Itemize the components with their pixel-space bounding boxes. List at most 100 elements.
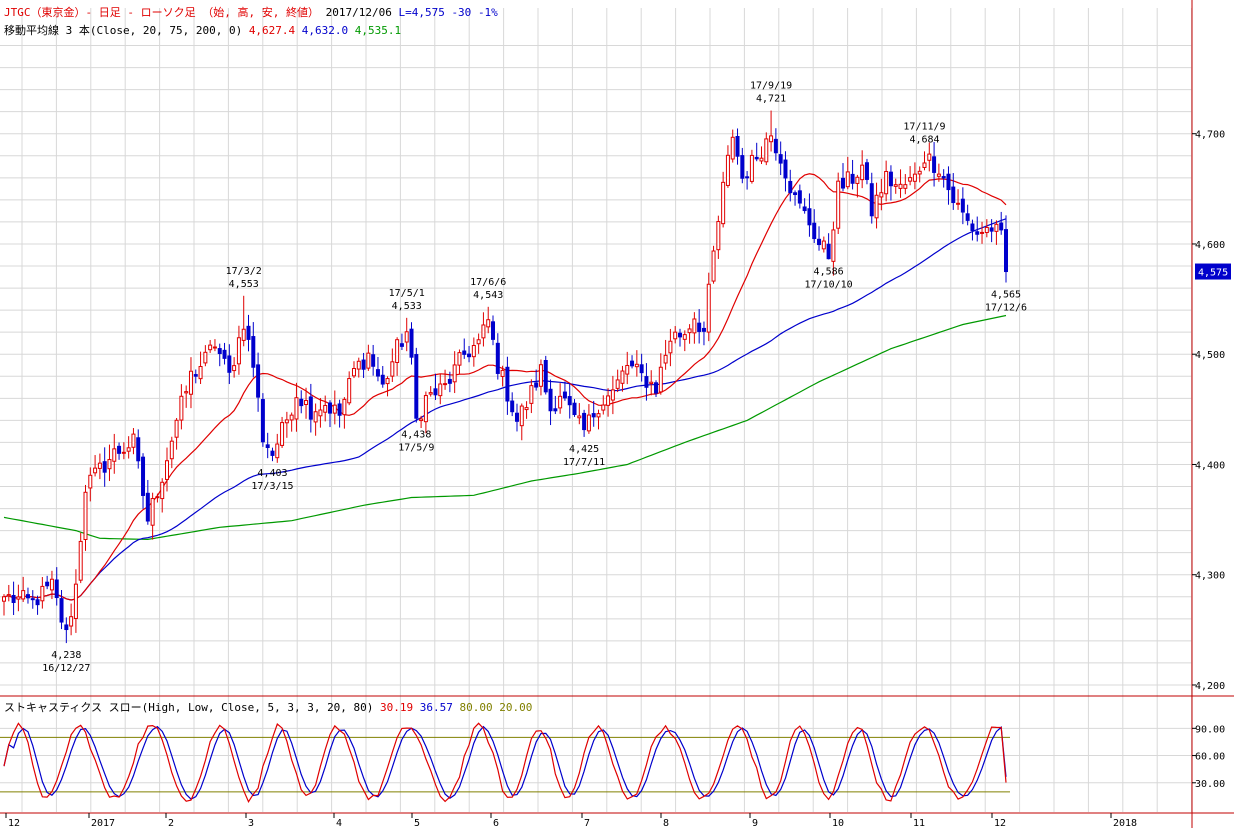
candle-body [620, 370, 625, 384]
x-tick-label: 4 [336, 818, 342, 828]
candle-body [817, 238, 822, 246]
candle-body [73, 583, 78, 619]
candle-body [874, 194, 879, 219]
candle-body [88, 474, 93, 489]
candle-body [514, 412, 519, 422]
candle-body [864, 162, 869, 180]
candle-body [773, 138, 778, 154]
header-date: 2017/12/06 [325, 6, 392, 19]
candle-body [797, 190, 802, 204]
last-price-badge [1195, 263, 1231, 280]
candle-body [457, 352, 462, 366]
candle-body [711, 250, 716, 282]
candle-body [21, 590, 26, 600]
candle-body [347, 378, 352, 404]
trough-date-label: 16/12/27 [42, 663, 90, 674]
price-tick-label: 4,600 [1195, 240, 1225, 251]
candle-body [203, 351, 208, 364]
candle-body [735, 135, 740, 157]
candle-body [404, 331, 409, 343]
candle-body [150, 498, 155, 526]
candle-body [558, 395, 563, 409]
candle-body [491, 321, 496, 340]
candle-body [443, 383, 448, 386]
candle-body [179, 395, 184, 421]
candle-body [596, 413, 601, 418]
x-tick-label: 3 [248, 818, 254, 828]
candle-body [323, 404, 328, 413]
candle-body [567, 396, 572, 406]
candle-body [299, 398, 304, 407]
candle-body [668, 340, 673, 354]
candle-body [994, 223, 999, 232]
candle-body [625, 364, 630, 375]
candle-body [414, 354, 419, 419]
peak-date-label: 17/5/1 [389, 288, 425, 299]
candle-body [778, 154, 783, 164]
candle-body [586, 414, 591, 432]
candle-body [687, 328, 692, 334]
candle-body [265, 444, 270, 449]
candle-body [989, 227, 994, 232]
candle-body [169, 440, 174, 460]
candle-body [505, 366, 510, 402]
candle-body [126, 447, 131, 452]
candle-body [500, 369, 505, 377]
candle-body [572, 402, 577, 416]
peak-value-label: 4,721 [756, 94, 786, 105]
trough-date-label: 17/12/6 [985, 303, 1027, 314]
candle-body [644, 376, 649, 388]
x-tick-label: 8 [663, 818, 669, 828]
candle-body [342, 398, 347, 416]
candle-body [49, 578, 54, 591]
stoch-d-line [3, 725, 1007, 800]
candle-body [236, 337, 241, 365]
candle-body [107, 459, 112, 470]
candle-body [582, 412, 587, 431]
candle-body [606, 395, 611, 406]
candle-body [188, 370, 193, 395]
candle-body [831, 229, 836, 262]
stoch-tick-label: 60.00 [1195, 752, 1225, 763]
candle-body [227, 355, 232, 373]
candle-body [97, 462, 102, 469]
x-tick-label: 11 [913, 818, 925, 828]
candle-body [495, 342, 500, 374]
candle-body [706, 283, 711, 333]
price-tick-label: 4,400 [1195, 460, 1225, 471]
candle-body [654, 382, 659, 394]
candle-body [759, 157, 764, 162]
candle-body [826, 243, 831, 260]
peak-value-label: 4,543 [473, 290, 503, 301]
candle-body [524, 407, 529, 411]
x-tick-label: 2018 [1113, 818, 1137, 828]
candle-body [970, 223, 975, 231]
candle-body [375, 369, 380, 377]
candle-body [452, 364, 457, 383]
candle-body [6, 594, 11, 597]
candle-body [984, 226, 989, 234]
candle-body [390, 361, 395, 377]
candle-body [721, 181, 726, 225]
ma75-line [3, 218, 1007, 601]
candle-body [730, 136, 735, 160]
candle-body [577, 415, 582, 419]
candle-body [903, 184, 908, 189]
candle-body [399, 343, 404, 347]
candle-body [251, 336, 256, 368]
trough-date-label: 17/3/15 [251, 481, 293, 492]
candle-body [941, 176, 946, 179]
candle-body [423, 395, 428, 423]
candle-body [78, 540, 83, 581]
candle-body [160, 481, 165, 500]
candle-body [131, 433, 136, 448]
candle-body [366, 352, 371, 369]
candle-body [371, 354, 376, 367]
candle-body [855, 176, 860, 184]
candle-body [433, 388, 438, 396]
candle-body [275, 443, 280, 459]
candle-body [1004, 229, 1008, 273]
candle-body [284, 419, 289, 424]
